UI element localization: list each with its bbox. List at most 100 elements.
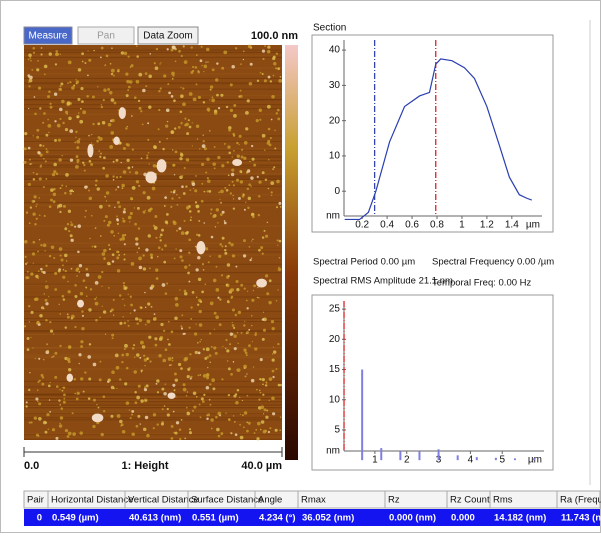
grain — [44, 285, 49, 289]
grain — [122, 217, 124, 220]
grain — [223, 142, 226, 145]
column-header: Angle — [258, 495, 282, 506]
grain — [207, 366, 209, 369]
grain — [172, 410, 175, 413]
grain — [275, 206, 279, 209]
grain — [236, 331, 239, 334]
grain — [69, 189, 72, 193]
grain — [37, 400, 39, 403]
grain — [231, 156, 234, 158]
grain — [24, 239, 28, 244]
grain — [233, 334, 237, 338]
grain — [24, 255, 27, 258]
grain — [154, 66, 159, 71]
grain — [144, 323, 147, 326]
grain — [136, 55, 139, 58]
grain — [277, 117, 281, 121]
grain — [75, 165, 79, 169]
grain — [171, 71, 175, 76]
grain — [180, 54, 183, 58]
grain — [272, 375, 275, 379]
grain — [74, 141, 77, 144]
grain — [27, 146, 31, 150]
grain — [196, 341, 199, 344]
measure-button[interactable] — [23, 26, 73, 45]
grain — [250, 314, 253, 317]
grain — [217, 411, 222, 416]
grain — [108, 204, 111, 208]
scanline — [24, 104, 282, 106]
grain — [113, 74, 115, 77]
grain — [101, 305, 104, 307]
grain — [144, 209, 147, 211]
grain — [258, 398, 261, 401]
grain — [69, 158, 74, 162]
grain — [204, 283, 207, 286]
grain — [265, 415, 269, 419]
x-tick-label: 2 — [404, 455, 410, 466]
grain — [260, 420, 265, 424]
grain — [209, 212, 212, 215]
grain — [99, 360, 102, 363]
grain — [66, 315, 70, 319]
grain — [57, 138, 61, 142]
button-label[interactable]: Data Zoom — [143, 31, 192, 42]
grain — [117, 109, 119, 111]
grain — [80, 377, 84, 381]
grain — [95, 296, 98, 298]
grain — [115, 176, 119, 179]
grain — [141, 123, 144, 126]
grain — [109, 62, 112, 65]
grain — [183, 60, 188, 64]
grain — [215, 78, 219, 82]
grain — [38, 357, 41, 360]
scanline — [24, 331, 282, 333]
button-label[interactable]: Pan — [97, 31, 115, 42]
grain — [32, 171, 35, 174]
grain — [38, 239, 41, 241]
grain — [267, 139, 271, 143]
grain — [58, 399, 61, 402]
grain — [263, 149, 266, 151]
column-header: Pair — [27, 495, 44, 506]
grain — [231, 180, 234, 183]
grain — [174, 378, 179, 382]
grain — [175, 396, 177, 398]
grain — [191, 182, 196, 187]
button-label[interactable]: Measure — [29, 31, 68, 42]
data-zoom-button[interactable] — [137, 26, 199, 45]
grain — [154, 215, 158, 218]
grain — [239, 89, 242, 92]
grain — [74, 295, 78, 299]
grain — [40, 267, 43, 271]
grain — [137, 384, 141, 388]
grain — [110, 68, 115, 73]
scanline — [24, 202, 282, 204]
grain — [102, 166, 106, 170]
pan-button[interactable] — [77, 26, 135, 45]
grain — [71, 86, 75, 90]
grain — [190, 46, 193, 49]
grain — [37, 151, 41, 155]
grain — [135, 317, 139, 321]
particle — [156, 159, 167, 173]
grain — [119, 378, 122, 381]
column-header: Rms — [493, 495, 513, 506]
grain — [145, 248, 149, 252]
grain — [151, 186, 156, 191]
grain — [112, 298, 115, 301]
grain — [27, 304, 31, 308]
grain — [174, 60, 177, 63]
grain — [93, 49, 95, 52]
grain — [277, 289, 279, 291]
grain — [81, 326, 85, 331]
grain — [251, 340, 254, 343]
grain — [30, 421, 33, 424]
grain — [204, 247, 209, 251]
grain — [206, 157, 210, 162]
grain — [279, 206, 282, 208]
grain — [263, 408, 267, 412]
grain — [219, 298, 222, 301]
grain — [219, 213, 223, 217]
grain — [231, 321, 233, 324]
